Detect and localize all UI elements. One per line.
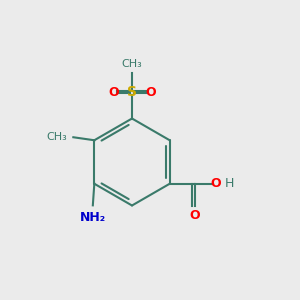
Text: NH₂: NH₂ [80,211,106,224]
Text: S: S [127,85,137,99]
Text: O: O [190,209,200,222]
Text: O: O [210,177,221,190]
Text: O: O [108,85,119,99]
Text: CH₃: CH₃ [122,59,142,69]
Text: O: O [145,85,156,99]
Text: CH₃: CH₃ [46,132,67,142]
Text: H: H [225,177,234,190]
